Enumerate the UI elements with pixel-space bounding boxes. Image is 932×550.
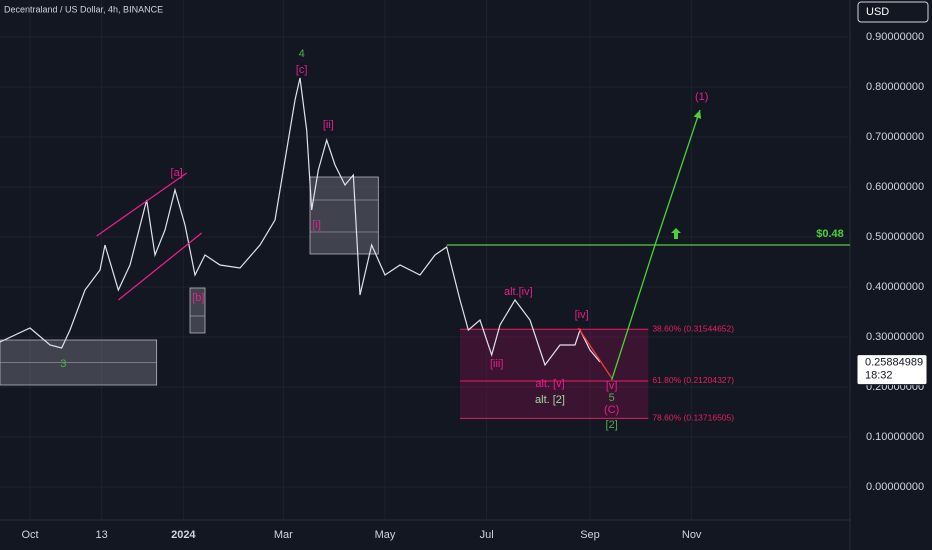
y-tick-label: 0.90000000 [866,31,924,43]
wave-label: alt. [v] [535,378,564,390]
price-line [0,77,601,367]
wave-label: 3 [60,358,66,370]
drawing-line [577,327,613,379]
wave-label: [iii] [490,358,503,370]
x-tick-label: 13 [96,529,108,541]
x-tick-label: May [375,529,396,541]
wave-label: [c] [296,64,308,76]
wave-label: 4 [299,48,305,60]
plot: 4 [c] [a] [ii] [i] [b] 3 alt.[iv] [iv] [iii] alt. … [0,0,850,520]
wave-label: [v] [606,380,618,392]
x-tick-label: Sep [580,529,600,541]
y-tick-label: 0.50000000 [866,231,924,243]
x-tick-label: Mar [274,529,293,541]
zone [189,287,206,334]
y-tick-label: 0.00000000 [866,481,924,493]
y-tick-label: 0.10000000 [866,431,924,443]
x-tick-label: Oct [21,529,38,541]
zone [309,176,379,255]
chart-title: Decentraland / US Dollar, 4h, BINANCE [4,4,163,14]
last-price-label: 0.25884989 [865,356,923,368]
y-tick-label: 0.70000000 [866,131,924,143]
y-tick-label: 0.30000000 [866,331,924,343]
x-tick-label: 2024 [171,529,196,541]
fib-label: 38.60% (0.31544652) [652,324,734,334]
y-tick-label: 0.60000000 [866,181,924,193]
drawing-line [96,172,188,237]
fib-zone [460,329,649,419]
wave-label: [b] [192,292,204,304]
wave-label: [iv] [575,309,589,321]
wave-label: (C) [604,404,619,416]
x-tick-label: Nov [682,529,702,541]
fib-label: 61.80% (0.21204327) [652,375,734,385]
x-tick-label: Jul [480,529,494,541]
wave-label: [2] [606,419,618,431]
wave-label: [i] [312,219,321,231]
currency-button[interactable] [857,1,929,23]
wave-label: alt.[iv] [504,286,533,298]
y-tick-label: 0.40000000 [866,281,924,293]
countdown: 18:32 [865,369,893,381]
wave-label: [ii] [323,119,334,131]
last-price-tag [856,354,928,386]
drawing-line [117,232,203,301]
fib-label: 78.60% (0.13716505) [652,413,734,423]
y-tick-label: 0.80000000 [866,81,924,93]
wave-label: (1) [695,91,708,103]
arrow-head [693,110,702,119]
up-arrow [671,228,681,239]
wave-label: alt. [2] [535,394,565,406]
currency: USD [866,6,889,18]
wave-label: 5 [609,392,615,404]
wave-label: $0.48 [816,228,844,240]
wave-label: [a] [171,167,183,179]
